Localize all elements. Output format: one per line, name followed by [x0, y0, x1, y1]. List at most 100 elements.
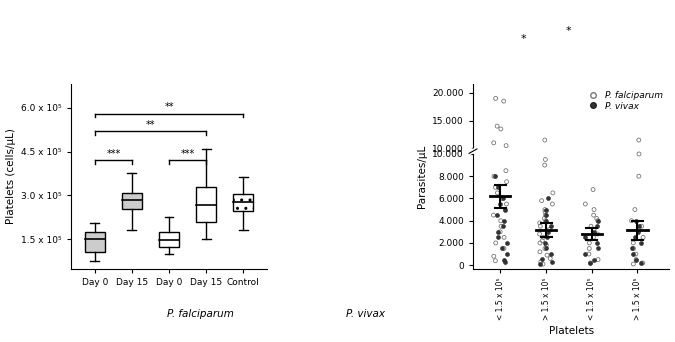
Point	[490, 258, 501, 263]
Point	[589, 257, 599, 262]
Point	[501, 251, 512, 257]
Point	[636, 224, 647, 229]
Point	[630, 257, 641, 262]
Point	[580, 235, 591, 240]
Bar	[122, 193, 142, 209]
Point	[537, 256, 547, 261]
Point	[541, 252, 552, 258]
Point	[500, 259, 510, 265]
Point	[586, 224, 597, 229]
Point	[591, 224, 602, 229]
Point	[539, 216, 549, 221]
Point	[588, 212, 599, 218]
Point	[630, 251, 641, 257]
Point	[630, 207, 641, 212]
Point	[500, 168, 511, 173]
Y-axis label: Platelets (cells/μL): Platelets (cells/μL)	[5, 129, 16, 224]
Point	[491, 123, 502, 129]
Point	[536, 198, 547, 203]
Point	[539, 209, 550, 214]
Text: ***: ***	[106, 149, 121, 159]
Point	[630, 235, 641, 240]
Point	[499, 235, 510, 240]
Point	[633, 137, 644, 143]
Bar	[196, 187, 216, 222]
Point	[541, 212, 551, 218]
Point	[546, 251, 557, 257]
Point	[547, 201, 558, 207]
Point	[497, 224, 508, 229]
Point	[636, 260, 647, 266]
Point	[535, 224, 546, 229]
Point	[588, 187, 599, 192]
Point	[638, 235, 649, 240]
Point	[540, 218, 551, 223]
Point	[593, 218, 603, 223]
Point	[493, 235, 504, 240]
Point	[490, 96, 501, 101]
Point	[580, 201, 591, 207]
Point	[592, 246, 603, 251]
Point	[592, 231, 603, 237]
Point	[496, 196, 507, 201]
Point	[540, 157, 551, 162]
Text: *: *	[566, 26, 572, 36]
Point	[490, 240, 501, 246]
Point	[535, 259, 546, 265]
Point	[500, 207, 510, 212]
Point	[497, 196, 508, 201]
Point	[626, 218, 637, 223]
Point	[534, 231, 545, 237]
Point	[500, 207, 510, 212]
Bar	[233, 194, 253, 211]
Point	[537, 238, 547, 244]
Point	[541, 242, 551, 248]
Point	[535, 220, 545, 226]
Point	[634, 224, 645, 229]
Point	[488, 140, 499, 146]
Point	[542, 229, 553, 235]
Point	[541, 207, 551, 212]
Point	[539, 246, 550, 251]
Point	[490, 173, 501, 179]
Point	[636, 240, 647, 246]
Point	[545, 256, 556, 261]
Bar	[84, 232, 105, 252]
X-axis label: Platelets: Platelets	[549, 326, 594, 336]
Point	[540, 212, 551, 218]
Point	[637, 260, 648, 266]
Point	[588, 235, 599, 240]
Point	[546, 224, 557, 229]
Point	[498, 218, 509, 223]
Point	[589, 229, 600, 235]
Point	[634, 151, 645, 157]
Point	[495, 224, 506, 229]
Point	[490, 185, 501, 190]
Point	[492, 190, 503, 196]
Point	[628, 246, 639, 251]
Point	[592, 240, 603, 246]
Point	[584, 240, 595, 246]
Y-axis label: Parasites/μL: Parasites/μL	[416, 145, 427, 208]
Point	[537, 261, 548, 267]
Point	[583, 251, 594, 257]
Point	[492, 185, 503, 190]
Point	[589, 227, 599, 232]
Point	[539, 162, 550, 168]
Point	[538, 235, 549, 240]
Point	[543, 196, 554, 201]
Point	[495, 229, 506, 235]
Point	[544, 227, 555, 232]
Point	[501, 143, 512, 148]
Point	[628, 261, 639, 267]
Point	[585, 260, 595, 266]
Point	[547, 190, 558, 196]
Point	[495, 218, 506, 223]
Point	[584, 246, 595, 251]
Point	[580, 251, 591, 257]
Point	[499, 257, 510, 262]
Legend: P. falciparum, P. vivax: P. falciparum, P. vivax	[583, 89, 665, 113]
Point	[630, 257, 641, 262]
Point	[540, 240, 551, 246]
Point	[591, 216, 602, 221]
